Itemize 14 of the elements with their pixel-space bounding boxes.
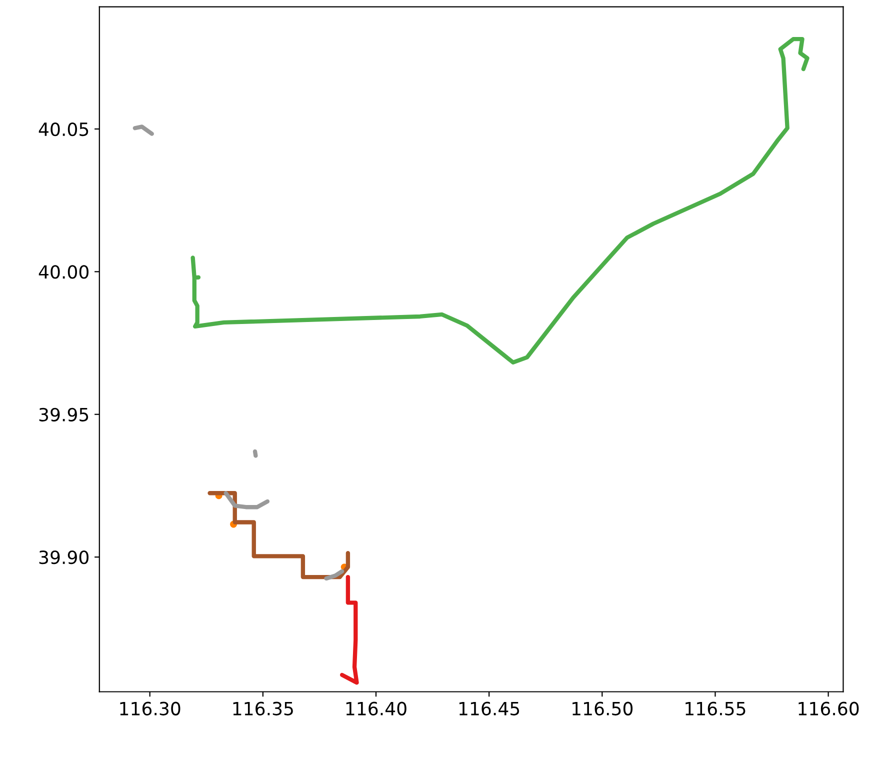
y-tick-label: 40.05 bbox=[38, 122, 88, 136]
line-series bbox=[340, 574, 359, 685]
x-tick-label: 116.35 bbox=[233, 702, 293, 716]
x-tick-label: 116.45 bbox=[459, 702, 520, 716]
x-tick-label: 116.40 bbox=[346, 702, 406, 716]
y-tick-label: 39.95 bbox=[39, 408, 88, 422]
y-tick-label: 40.00 bbox=[38, 265, 88, 279]
y-tick-label: 39.90 bbox=[39, 550, 88, 564]
x-tick-label: 116.50 bbox=[572, 702, 633, 716]
x-tick-label: 116.55 bbox=[686, 702, 746, 716]
x-tick-label: 116.60 bbox=[798, 702, 859, 716]
x-tick-label: 116.30 bbox=[120, 702, 180, 716]
line-series bbox=[190, 37, 810, 365]
line-series bbox=[224, 491, 270, 510]
